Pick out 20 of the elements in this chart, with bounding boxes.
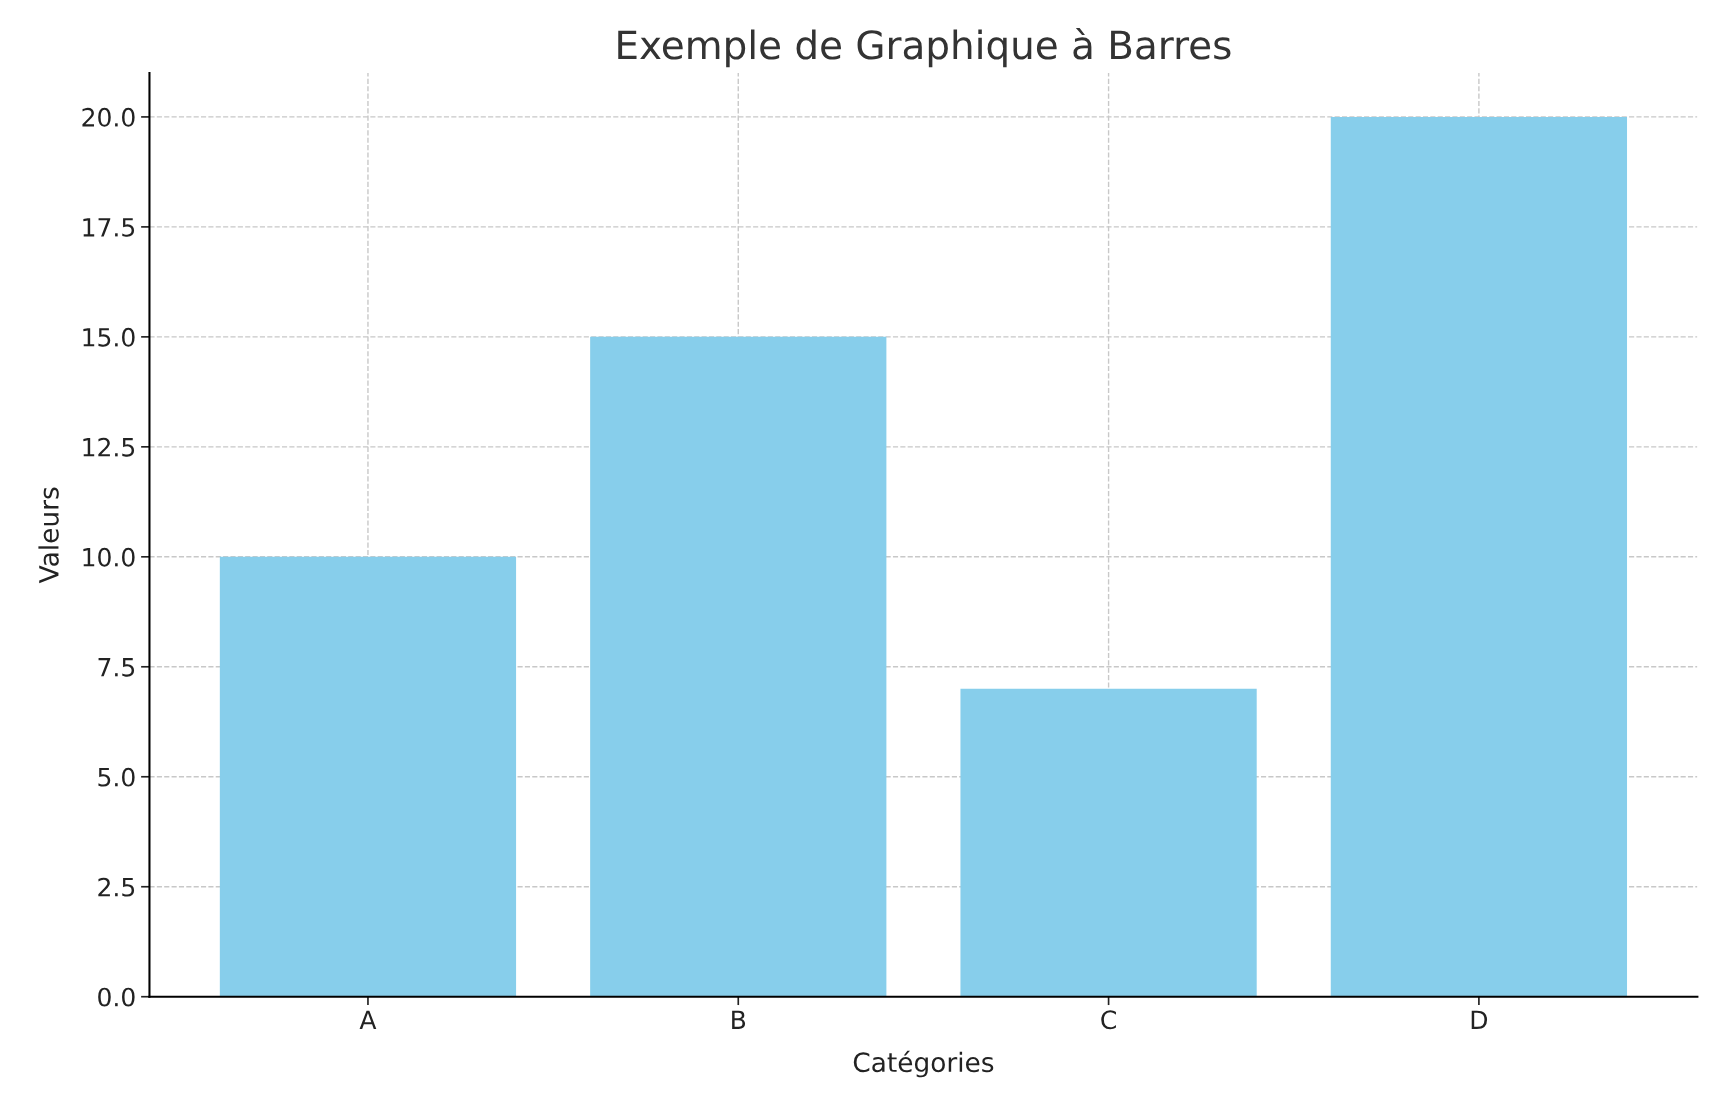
y-tick-label: 17.5: [83, 218, 135, 237]
y-tick-label: 12.5: [83, 437, 135, 457]
x-tick-label: B: [732, 1010, 746, 1029]
x-axis-title: Catégories: [853, 1050, 994, 1078]
y-tick-label: 0.0: [98, 987, 135, 1007]
bar: [590, 336, 887, 997]
bar: [1330, 116, 1628, 997]
y-tick-label: 2.5: [98, 877, 135, 897]
y-tick-label: 10.0: [83, 547, 135, 567]
y-axis-title: Valeurs: [38, 487, 59, 584]
y-tick-label: 7.5: [98, 658, 135, 677]
bar: [960, 688, 1257, 997]
x-tick-label: D: [1471, 1010, 1488, 1029]
chart-title: Exemple de Graphique à Barres: [618, 27, 1231, 68]
x-tick-label: C: [1101, 1010, 1116, 1030]
bar: [219, 556, 517, 997]
y-tick-label: 15.0: [83, 327, 135, 347]
y-tick-label: 20.0: [82, 107, 135, 127]
y-tick-label: 5.0: [98, 767, 135, 787]
x-tick-label: A: [359, 1010, 377, 1029]
